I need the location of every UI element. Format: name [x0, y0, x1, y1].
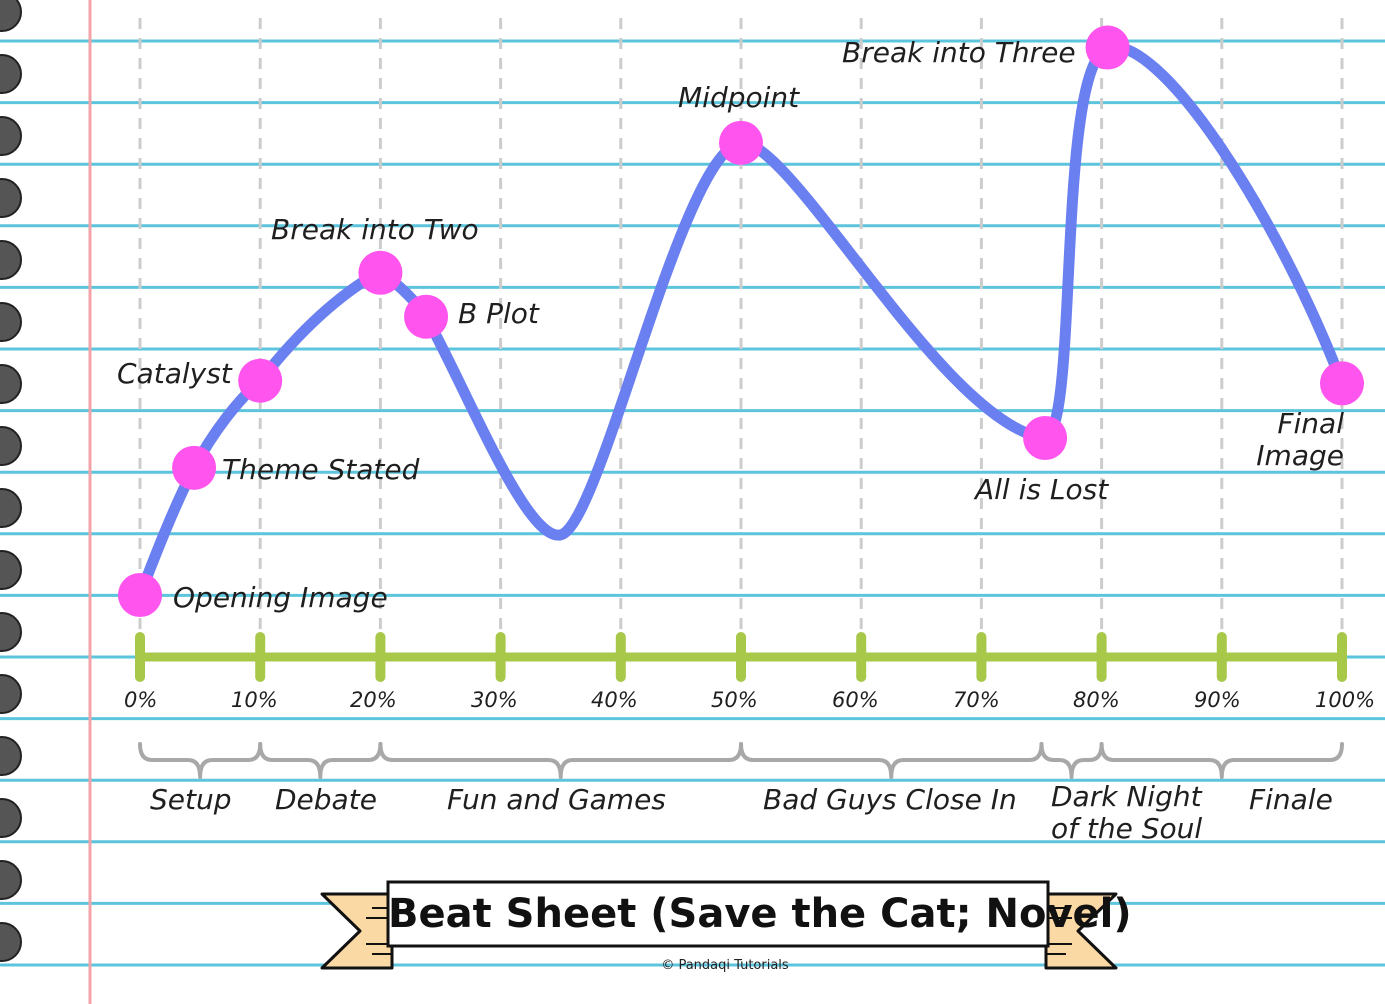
- beat-label-all-is-lost: All is Lost: [975, 473, 1109, 506]
- tick-label-0: 0%: [124, 688, 158, 712]
- act-label-debate: Debate: [275, 783, 377, 816]
- binding-hole: [0, 612, 22, 652]
- binding-hole: [0, 178, 22, 218]
- act-brace: [1099, 742, 1344, 779]
- beat-dot: [719, 120, 763, 165]
- binding-hole: [0, 0, 22, 32]
- beat-label-b-plot: B Plot: [458, 297, 539, 330]
- beat-label-opening-image: Opening Image: [173, 581, 388, 614]
- binding-hole: [0, 550, 22, 590]
- beat-dot: [118, 573, 162, 617]
- tick-label-30: 30%: [471, 688, 518, 712]
- tick-label-60: 60%: [832, 688, 879, 712]
- tick-label-80: 80%: [1073, 688, 1120, 712]
- act-label-dark-night-of-the-soul: Dark Night of the Soul: [1051, 780, 1203, 845]
- beat-dot: [172, 445, 217, 490]
- beat-markers: [118, 25, 1364, 617]
- binding-hole: [0, 426, 22, 466]
- act-brace: [378, 742, 743, 779]
- binding-hole: [0, 240, 22, 280]
- beat-label-break-into-two: Break into Two: [271, 213, 479, 246]
- act-brace: [258, 742, 383, 779]
- beat-dot: [238, 358, 283, 403]
- beat-label-theme-stated: Theme Stated: [222, 453, 420, 486]
- beat-dot: [358, 250, 403, 295]
- binding-hole: [0, 302, 22, 342]
- binding-hole: [0, 798, 22, 838]
- tick-label-50: 50%: [711, 688, 758, 712]
- act-braces: [138, 742, 1344, 779]
- percentage-axis: [135, 632, 1347, 682]
- notebook-binding-holes: [0, 0, 22, 962]
- tick-label-40: 40%: [591, 688, 638, 712]
- banner-ribbon-right: [1044, 892, 1118, 970]
- act-brace: [138, 742, 263, 779]
- act-brace: [1039, 742, 1104, 779]
- act-label-finale: Finale: [1249, 783, 1333, 816]
- binding-hole: [0, 736, 22, 776]
- beat-dot: [1320, 361, 1364, 406]
- banner-ribbon-left: [320, 892, 394, 970]
- title-banner: [320, 880, 1118, 970]
- act-label-fun-and-games: Fun and Games: [447, 783, 666, 816]
- percentage-guide-lines: [138, 18, 1344, 640]
- act-brace: [739, 742, 1044, 779]
- binding-hole: [0, 364, 22, 404]
- act-label-setup: Setup: [150, 783, 232, 816]
- binding-hole: [0, 116, 22, 156]
- act-label-bad-guys-close-in: Bad Guys Close In: [763, 783, 1017, 816]
- binding-hole: [0, 860, 22, 900]
- binding-hole: [0, 54, 22, 94]
- credit-text: © Pandaqi Tutorials: [661, 958, 789, 973]
- beat-label-catalyst: Catalyst: [117, 357, 232, 390]
- beat-label-final-image: Final Image: [1256, 407, 1344, 472]
- beat-dot: [404, 294, 449, 339]
- tick-label-70: 70%: [953, 688, 1000, 712]
- beat-dot: [1023, 415, 1068, 460]
- tick-label-100: 100%: [1315, 688, 1376, 712]
- binding-hole: [0, 488, 22, 528]
- binding-hole: [0, 922, 22, 962]
- tick-label-20: 20%: [350, 688, 397, 712]
- beat-dot: [1085, 25, 1130, 70]
- tick-label-10: 10%: [231, 688, 278, 712]
- binding-hole: [0, 674, 22, 714]
- banner-title: Beat Sheet (Save the Cat; Novel): [388, 891, 1132, 937]
- beat-label-midpoint: Midpoint: [678, 81, 800, 114]
- banner-panel: [386, 880, 1050, 948]
- beat-label-break-into-three: Break into Three: [842, 36, 1076, 69]
- tick-label-90: 90%: [1194, 688, 1241, 712]
